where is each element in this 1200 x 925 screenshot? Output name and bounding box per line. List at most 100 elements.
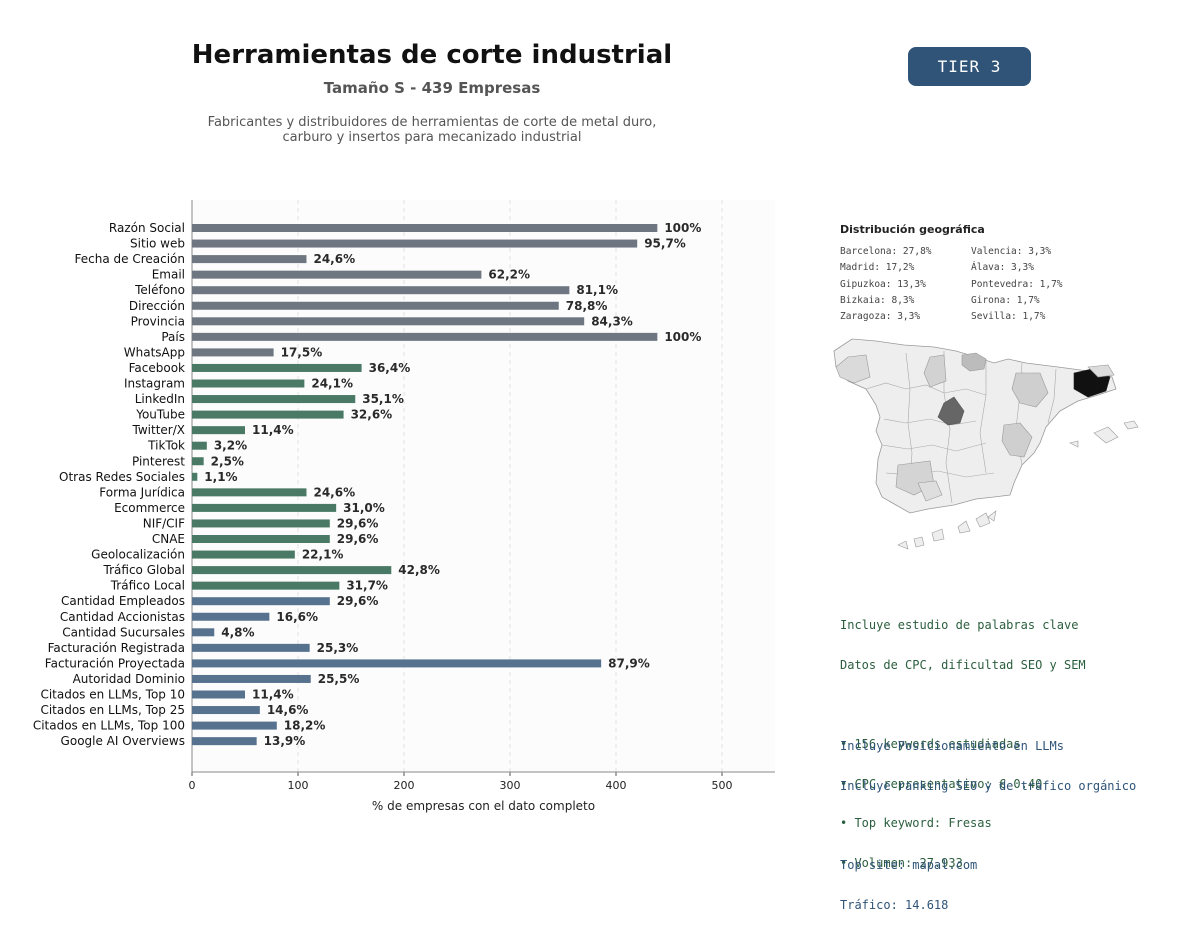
region-girona	[1087, 364, 1115, 378]
bar	[192, 550, 295, 559]
keywords-line-2: Datos de CPC, dificultad SEO y SEM	[840, 658, 1086, 672]
geo-column-1: Barcelona: 27,8% Madrid: 17,2% Gipuzkoa:…	[840, 244, 932, 325]
region-galicia	[835, 354, 871, 384]
x-tick-label: 0	[189, 779, 196, 792]
canary-islands	[897, 510, 997, 550]
data-label: 100%	[664, 330, 701, 344]
keywords-line-1: Incluye estudio de palabras clave	[840, 618, 1079, 633]
category-label: Tráfico Local	[110, 579, 185, 593]
llm-info: Incluye Posicionamiento en LLMs Incluye …	[840, 714, 1136, 925]
bar	[192, 224, 658, 232]
data-label: 24,6%	[313, 485, 355, 499]
category-label: Fecha de Creación	[75, 252, 185, 266]
category-label: Cantidad Empleados	[61, 594, 185, 608]
category-label: Citados en LLMs, Top 25	[40, 703, 185, 717]
x-tick-label: 400	[606, 779, 627, 792]
x-tick-label: 300	[500, 779, 521, 792]
category-label: Autoridad Dominio	[73, 672, 185, 686]
category-label: Dirección	[129, 299, 185, 313]
bar	[192, 737, 257, 746]
data-label: 3,2%	[214, 439, 247, 453]
data-label: 95,7%	[644, 237, 686, 251]
category-label: Facturación Registrada	[48, 641, 185, 655]
data-label: 25,5%	[318, 672, 360, 686]
data-label: 78,8%	[566, 299, 608, 313]
category-label: Otras Redes Sociales	[59, 470, 185, 484]
category-label: YouTube	[135, 408, 185, 422]
category-label: Google AI Overviews	[61, 734, 185, 748]
category-label: Forma Jurídica	[99, 485, 185, 499]
bar	[192, 581, 340, 590]
geo-column-2: Valencia: 3,3% Álava: 3,3% Pontevedra: 1…	[971, 244, 1063, 325]
category-label: Cantidad Accionistas	[60, 610, 185, 624]
bar	[192, 286, 570, 295]
region-sevilla	[917, 480, 943, 502]
keywords-bullet: • Top keyword: Fresas	[840, 816, 992, 831]
category-label: Citados en LLMs, Top 10	[40, 688, 185, 702]
data-label: 36,4%	[369, 361, 411, 375]
bar	[192, 457, 204, 466]
bar	[192, 488, 307, 497]
category-label: Ecommerce	[114, 501, 185, 515]
data-label: 84,3%	[591, 314, 633, 328]
page-title: Herramientas de corte industrial	[191, 40, 673, 70]
data-label: 29,6%	[337, 532, 379, 546]
category-label: LinkedIn	[135, 392, 185, 406]
bar	[192, 566, 392, 575]
data-label: 18,2%	[284, 719, 326, 733]
bar	[192, 674, 311, 683]
bar	[192, 441, 207, 450]
data-label: 4,8%	[221, 625, 254, 639]
data-label: 62,2%	[488, 268, 530, 282]
category-label: Instagram	[124, 377, 185, 391]
category-label: Teléfono	[134, 283, 185, 297]
llm-traffic: Tráfico: 14.618	[840, 897, 949, 912]
bar	[192, 270, 482, 279]
data-label: 31,7%	[346, 579, 388, 593]
data-label: 100%	[664, 221, 701, 235]
keywords-bullet: • CPC representativo: € 0.40	[840, 776, 1043, 791]
bar	[192, 363, 362, 372]
region-madrid	[937, 396, 965, 426]
x-tick-label: 500	[712, 779, 733, 792]
spacer	[840, 820, 1136, 833]
bar	[192, 239, 638, 248]
region-valencia	[1001, 422, 1033, 458]
balearic-islands	[1069, 420, 1139, 448]
bar	[192, 643, 310, 652]
bar	[192, 472, 198, 481]
tier-badge: TIER 3	[908, 47, 1031, 86]
category-label: Facturación Proyectada	[45, 656, 185, 670]
data-label: 24,1%	[311, 377, 353, 391]
page-description: Fabricantes y distribuidores de herramie…	[132, 115, 732, 145]
category-label: CNAE	[152, 532, 185, 546]
geo-title: Distribución geográfica	[840, 223, 985, 236]
geo-entry: Sevilla: 1,7%	[971, 311, 1046, 323]
geo-entry: Gipuzkoa: 13,3%	[840, 278, 926, 290]
spain-map	[833, 338, 1139, 550]
category-label: Citados en LLMs, Top 100	[33, 719, 185, 733]
bar	[192, 706, 260, 715]
llm-top-site: Top site: mapal.com	[840, 858, 978, 872]
plot-background	[192, 200, 775, 772]
llm-line-1: Incluye Posicionamiento en LLMs	[840, 739, 1064, 754]
category-label: Razón Social	[109, 221, 185, 235]
data-label: 11,4%	[252, 423, 294, 437]
data-label: 2,5%	[211, 454, 244, 468]
category-label: Geolocalización	[91, 548, 185, 562]
x-tick-label: 200	[394, 779, 415, 792]
data-label: 25,3%	[317, 641, 359, 655]
description-line-1: Fabricantes y distribuidores de herramie…	[207, 115, 657, 130]
data-label: 16,6%	[276, 610, 318, 624]
data-label: 29,6%	[337, 516, 379, 530]
bar	[192, 519, 330, 528]
bar	[192, 535, 330, 543]
geo-entry: Girona: 1,7%	[971, 294, 1040, 306]
data-label: 24,6%	[313, 252, 355, 266]
category-label: TikTok	[147, 439, 185, 453]
category-label: Pinterest	[132, 454, 185, 468]
bar	[192, 659, 602, 668]
completeness-bar-chart: 0 100 200 300 400 500 Razón Social 100% Sitio we…	[33, 200, 775, 813]
bar	[192, 317, 585, 326]
data-label: 42,8%	[398, 563, 440, 577]
